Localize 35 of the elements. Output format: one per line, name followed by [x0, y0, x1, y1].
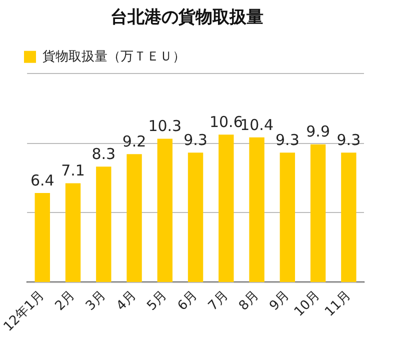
data-label: 7.1 — [61, 162, 85, 180]
bar — [126, 154, 142, 282]
x-tick-label: 8月 — [236, 288, 262, 314]
legend-label: 貨物取扱量（万ＴＥＵ） — [42, 49, 186, 64]
x-tick-label: 2月 — [52, 288, 78, 314]
x-tick-label: 12年1月 — [1, 288, 48, 335]
chart-title: 台北港の貨物取扱量 — [110, 8, 264, 28]
x-tick-label: 3月 — [83, 288, 109, 314]
bar — [341, 152, 356, 282]
data-label: 9.2 — [122, 132, 146, 150]
data-label: 9.3 — [184, 131, 208, 150]
data-label: 9.3 — [336, 131, 361, 150]
data-label: 9.9 — [306, 122, 330, 141]
data-label: 8.3 — [92, 144, 116, 163]
bar — [96, 166, 112, 282]
data-label: 10.3 — [148, 117, 182, 136]
bar — [65, 183, 81, 282]
bar — [34, 193, 50, 282]
bar — [280, 152, 296, 282]
x-tick-label: 9月 — [266, 288, 293, 314]
data-label: 10.4 — [240, 116, 274, 134]
bar — [188, 152, 204, 282]
bar — [218, 134, 234, 282]
x-tick-label: 7月 — [206, 288, 232, 314]
data-label: 10.6 — [209, 112, 243, 131]
x-tick-label: 4月 — [114, 288, 140, 314]
x-tick-label: 5月 — [144, 288, 170, 314]
x-tick-label: 6月 — [175, 288, 201, 314]
data-label: 6.4 — [30, 171, 54, 190]
x-tick-label: 11月 — [322, 288, 354, 320]
bar — [249, 137, 264, 282]
bar — [157, 138, 172, 282]
bar — [310, 144, 326, 282]
data-label: 9.3 — [275, 131, 300, 150]
x-tick-label: 10月 — [292, 288, 324, 320]
